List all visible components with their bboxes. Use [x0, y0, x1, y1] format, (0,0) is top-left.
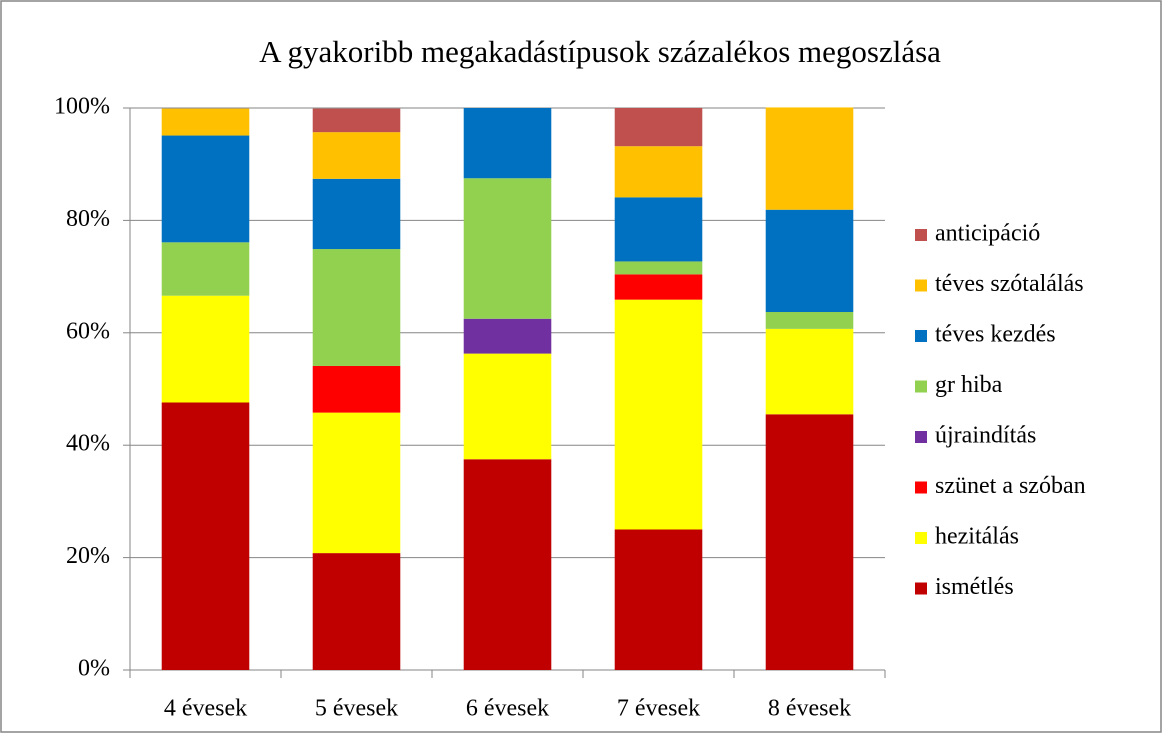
bar-segment — [765, 107, 854, 210]
bar-segment — [614, 299, 703, 530]
legend-label: téves kezdés — [935, 322, 1056, 348]
chart-title: A gyakoribb megakadástípusok százalékos … — [259, 34, 941, 69]
legend-label: anticipáció — [935, 221, 1040, 247]
bar-segment — [463, 459, 552, 670]
bar-segment — [161, 242, 250, 296]
legend-label: újraindítás — [935, 423, 1036, 449]
bar-segment — [312, 553, 401, 670]
y-tick-label: 40% — [66, 431, 110, 457]
bar-segment — [312, 132, 401, 179]
bar-segment — [614, 529, 703, 670]
bar-segment — [312, 412, 401, 554]
bar-segment — [161, 295, 250, 403]
y-tick-label: 80% — [66, 206, 110, 232]
bar-segment — [765, 312, 854, 329]
x-tick-label: 4 évesek — [164, 696, 247, 722]
bar-segment — [312, 365, 401, 413]
x-tick-label: 5 évesek — [315, 696, 398, 722]
bar-segment — [614, 108, 703, 147]
legend-swatch — [915, 229, 927, 241]
legend-swatch — [915, 582, 927, 595]
bar-segment — [161, 108, 250, 136]
bar-segment — [463, 353, 552, 460]
y-tick-label: 0% — [78, 656, 110, 682]
x-tick-label: 7 évesek — [617, 696, 700, 722]
bar-segment — [614, 261, 703, 275]
legend-label: szünet a szóban — [935, 473, 1086, 499]
x-tick-label: 6 évesek — [466, 696, 549, 722]
y-tick-label: 100% — [54, 94, 110, 120]
bar-segment — [614, 146, 703, 198]
y-tick-label: 20% — [66, 543, 110, 569]
bar-segment — [463, 318, 552, 354]
legend-label: gr hiba — [935, 372, 1003, 398]
legend-swatch — [915, 532, 927, 544]
x-tick-label: 8 évesek — [768, 696, 851, 722]
legend-swatch — [915, 279, 927, 292]
bar-segment — [161, 135, 250, 243]
bar-segment — [312, 249, 401, 366]
legend-swatch — [915, 431, 927, 443]
y-tick-label: 60% — [66, 318, 110, 344]
legend-swatch — [915, 380, 927, 393]
bar-segment — [312, 108, 401, 133]
legend-swatch — [915, 330, 927, 342]
legend-label: ismétlés — [935, 574, 1014, 600]
bar-segment — [614, 197, 703, 262]
bar-segment — [463, 178, 552, 319]
legend-label: téves szótalálás — [935, 271, 1084, 297]
bar-segment — [614, 274, 703, 300]
bar-segment — [161, 402, 250, 670]
legend-label: hezitálás — [935, 524, 1019, 550]
bar-segment — [463, 108, 552, 179]
bar-segment — [765, 328, 854, 415]
bar-segment — [765, 209, 854, 313]
bar-segment — [765, 414, 854, 670]
legend-swatch — [915, 481, 927, 494]
bar-segment — [312, 178, 401, 250]
